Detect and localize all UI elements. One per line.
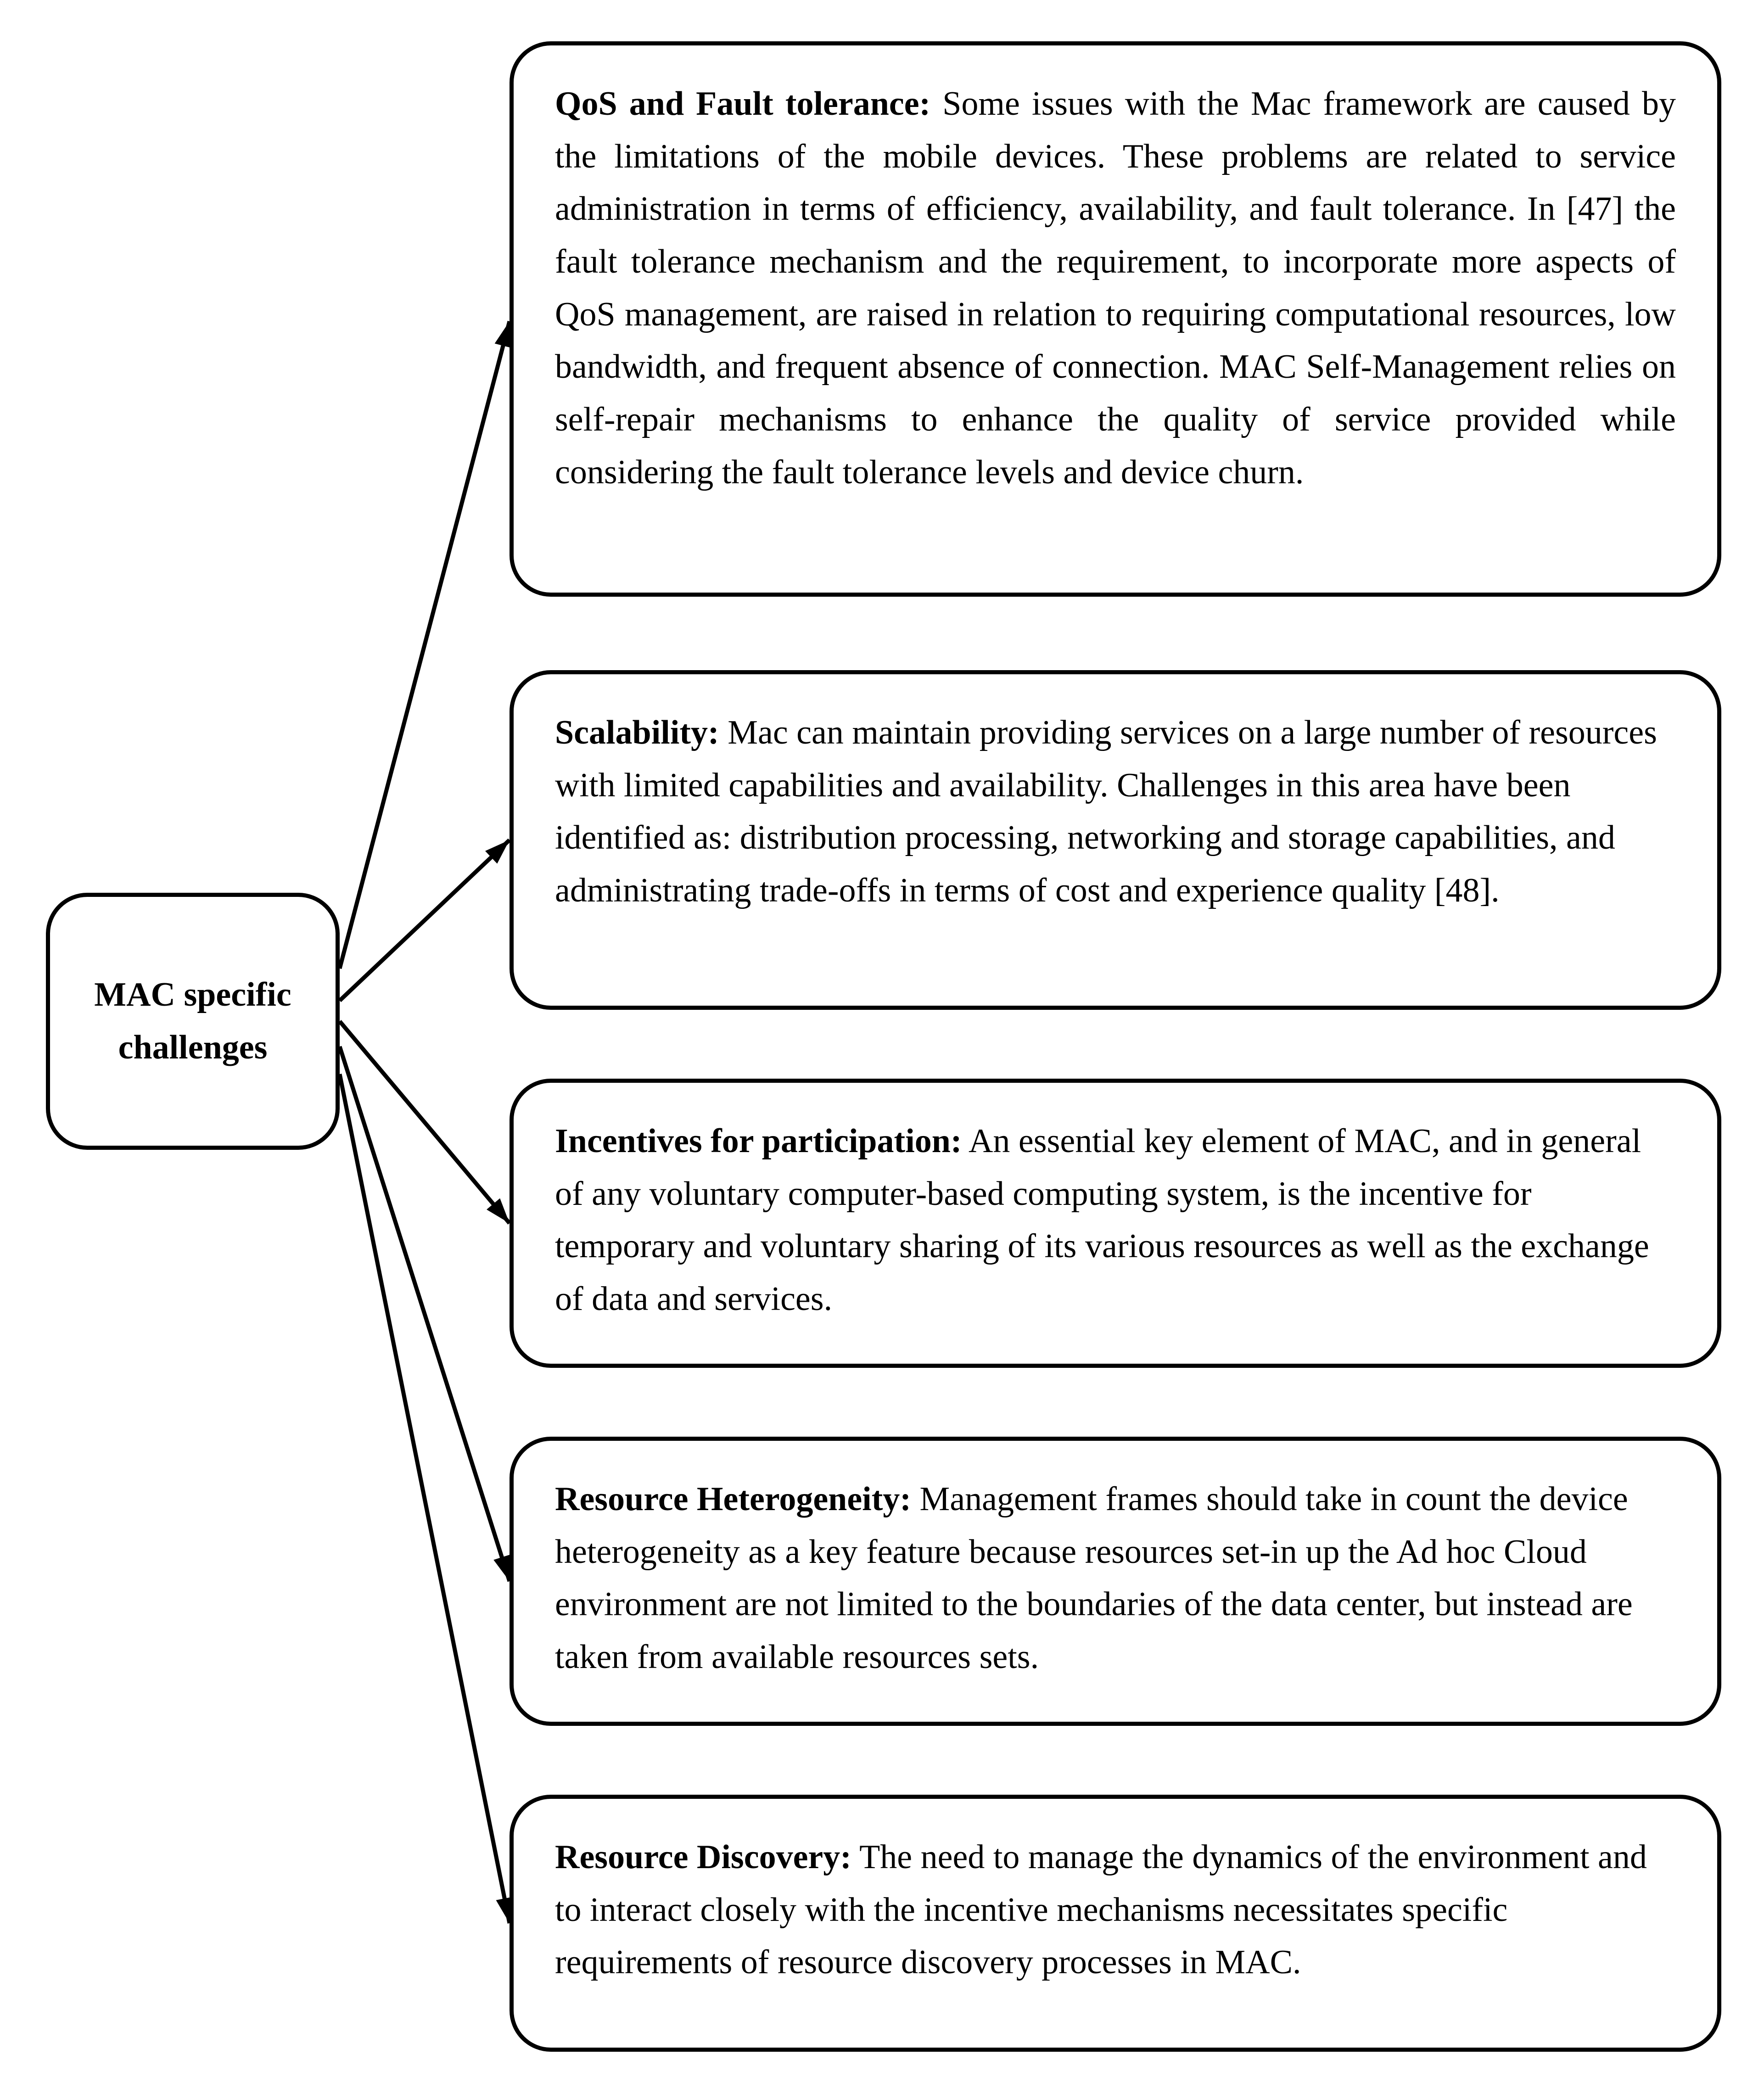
edge-line: [340, 1047, 510, 1581]
node-scalability: Scalability: Mac can maintain providing …: [510, 670, 1721, 1010]
node-incentives: Incentives for participation: An essenti…: [510, 1079, 1721, 1368]
edge-line: [340, 840, 510, 1001]
diagram-canvas: MAC specific challenges QoS and Fault tol…: [0, 0, 1764, 2088]
arrowhead-icon: [487, 1198, 510, 1223]
arrowhead-icon: [485, 840, 510, 864]
root-node: MAC specific challenges: [46, 893, 340, 1150]
arrowhead-icon: [493, 1555, 510, 1581]
node-heterogeneity: Resource Heterogeneity: Management frame…: [510, 1437, 1721, 1726]
node-qos: QoS and Fault tolerance: Some issues wit…: [510, 41, 1721, 597]
node-title: Scalability:: [555, 714, 719, 751]
node-title: Incentives for participation:: [555, 1122, 962, 1160]
edge-line: [340, 1021, 510, 1223]
node-text: Some issues with the Mac framework are c…: [555, 85, 1676, 491]
edge-line: [340, 1074, 510, 1923]
node-text: Mac can maintain providing services on a…: [555, 714, 1657, 909]
node-title: Resource Discovery:: [555, 1838, 851, 1876]
edge-line: [340, 321, 510, 968]
node-title: Resource Heterogeneity:: [555, 1480, 911, 1518]
node-title: QoS and Fault tolerance:: [555, 85, 930, 123]
arrowhead-icon: [495, 321, 512, 348]
root-label: MAC specific challenges: [68, 968, 317, 1074]
node-discovery: Resource Discovery: The need to manage t…: [510, 1795, 1721, 2052]
